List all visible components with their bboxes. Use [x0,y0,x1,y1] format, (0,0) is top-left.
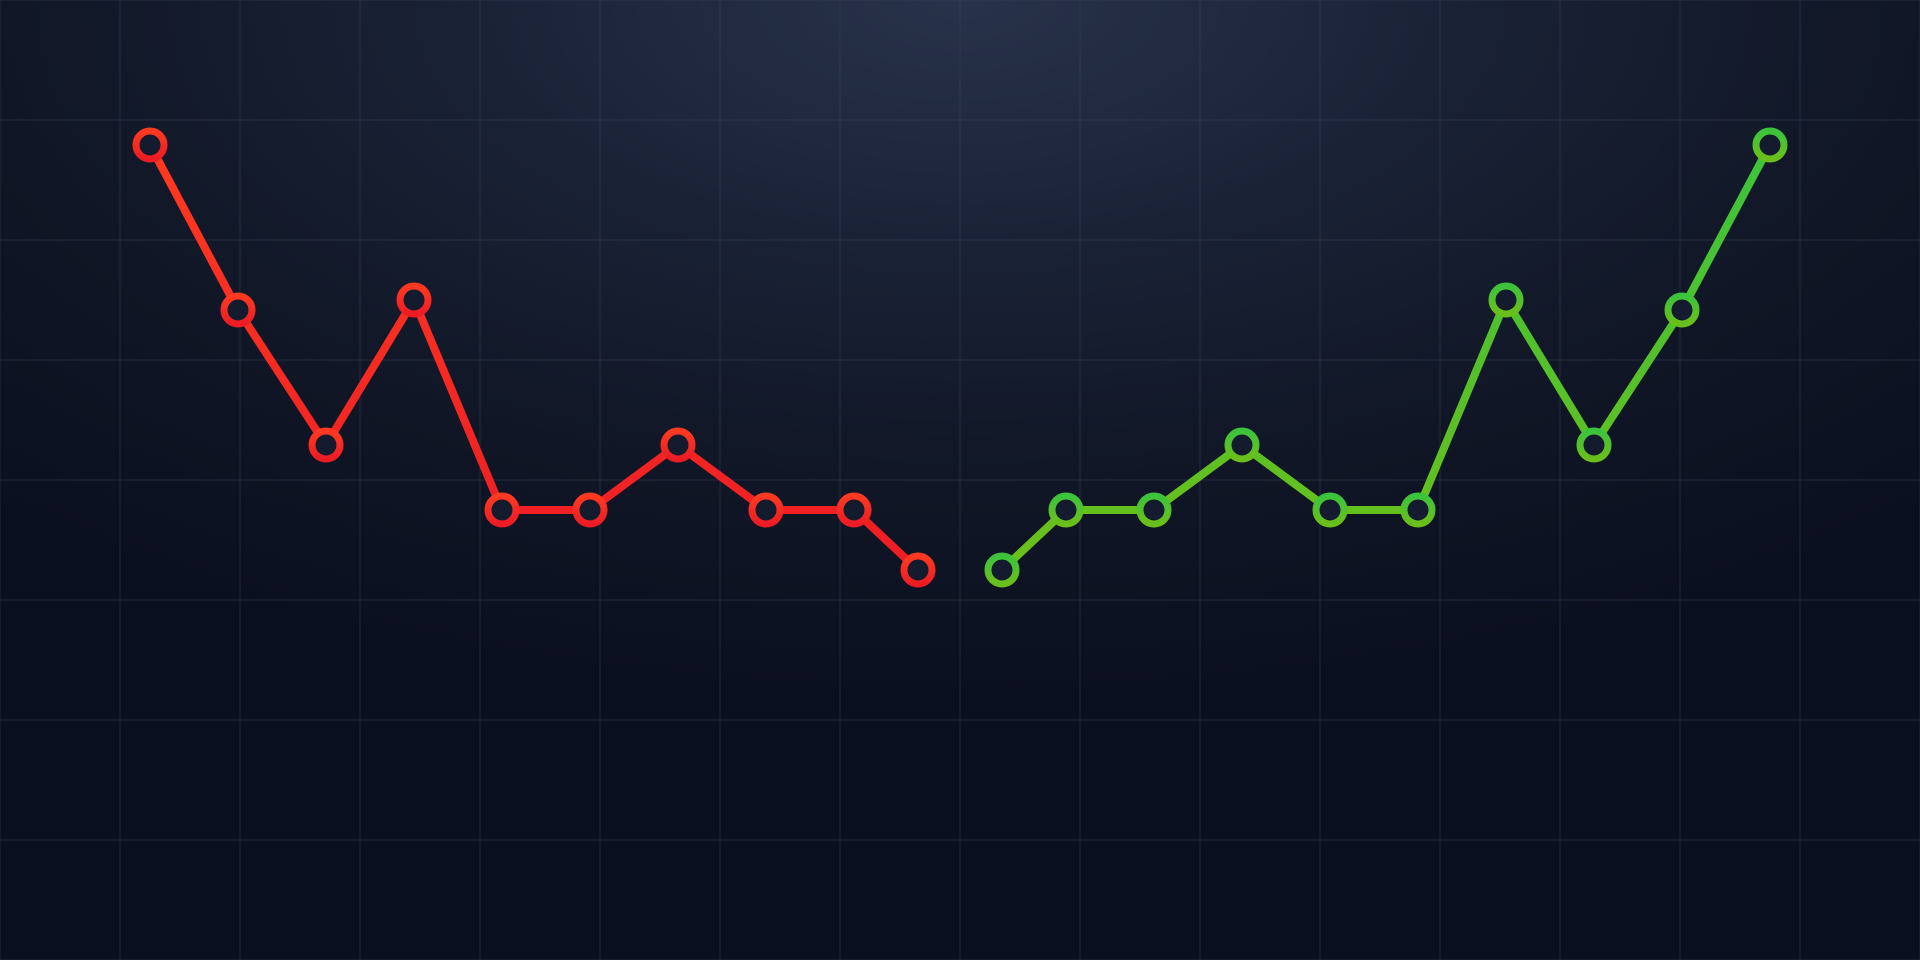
red-series-marker [224,296,252,324]
red-series-marker [752,496,780,524]
declining-trend-chart [130,131,932,835]
green-series-marker [1404,496,1432,524]
red-series-line [150,145,918,570]
green-series-marker [1492,286,1520,314]
green-series-marker [1316,496,1344,524]
dual-line-chart [0,0,1920,960]
red-series-marker [576,496,604,524]
green-series-marker [1052,496,1080,524]
green-series-marker [1140,496,1168,524]
red-series-marker [400,286,428,314]
red-series-marker [312,431,340,459]
red-series-marker [488,496,516,524]
green-series-marker [1668,296,1696,324]
red-series-marker [136,131,164,159]
rising-trend-chart [988,131,1790,835]
red-series-marker [840,496,868,524]
red-series-marker [904,556,932,584]
green-series-marker [988,556,1016,584]
green-series-marker [1228,431,1256,459]
green-series-line [1002,145,1770,570]
red-series-marker [664,431,692,459]
green-series-marker [1756,131,1784,159]
green-series-marker [1580,431,1608,459]
